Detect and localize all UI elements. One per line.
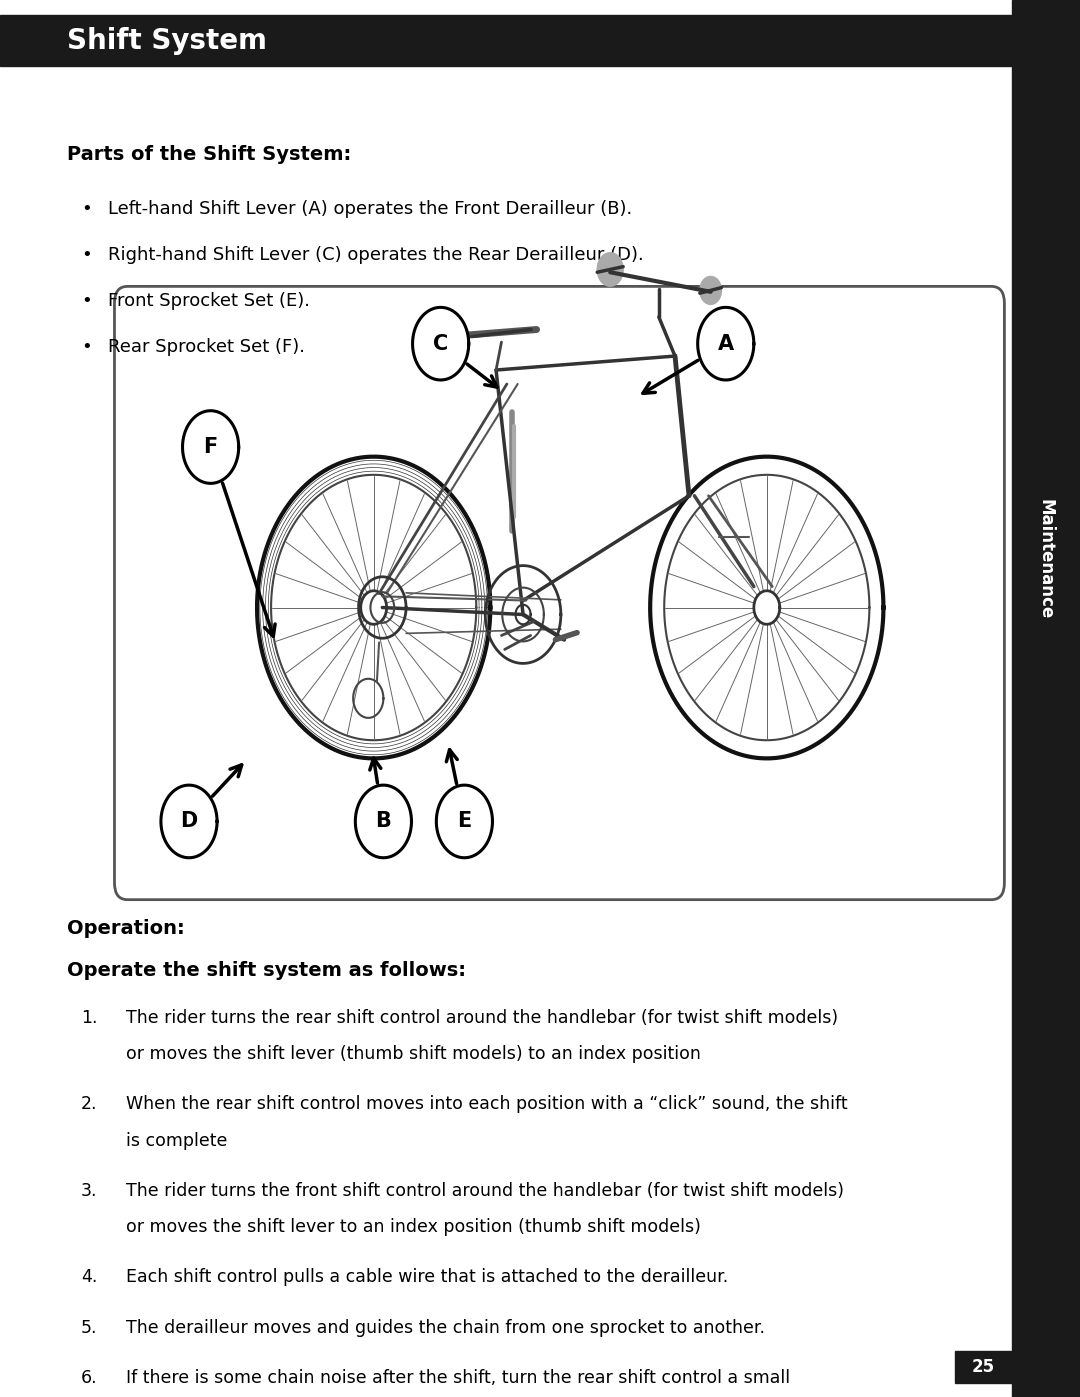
Text: •: • xyxy=(81,200,92,218)
Text: •: • xyxy=(81,338,92,356)
Text: Each shift control pulls a cable wire that is attached to the derailleur.: Each shift control pulls a cable wire th… xyxy=(126,1268,729,1287)
Text: is complete: is complete xyxy=(126,1132,228,1150)
Text: Left-hand Shift Lever (A) operates the Front Derailleur (B).: Left-hand Shift Lever (A) operates the F… xyxy=(108,200,632,218)
Text: 1.: 1. xyxy=(81,1009,97,1027)
Circle shape xyxy=(413,307,469,380)
Text: 3.: 3. xyxy=(81,1182,97,1200)
Text: The rider turns the rear shift control around the handlebar (for twist shift mod: The rider turns the rear shift control a… xyxy=(126,1009,838,1027)
Text: D: D xyxy=(180,812,198,831)
Circle shape xyxy=(698,307,754,380)
Text: or moves the shift lever (thumb shift models) to an index position: or moves the shift lever (thumb shift mo… xyxy=(126,1045,701,1063)
Text: •: • xyxy=(81,292,92,310)
Text: If there is some chain noise after the shift, turn the rear shift control a smal: If there is some chain noise after the s… xyxy=(126,1369,791,1387)
Text: 5.: 5. xyxy=(81,1319,97,1337)
Text: Maintenance: Maintenance xyxy=(1037,499,1055,619)
Text: 25: 25 xyxy=(972,1358,995,1376)
Text: Parts of the Shift System:: Parts of the Shift System: xyxy=(67,145,351,165)
Bar xyxy=(0,15,1012,67)
Circle shape xyxy=(436,785,492,858)
Text: •: • xyxy=(81,246,92,264)
Text: 2.: 2. xyxy=(81,1095,97,1113)
Text: C: C xyxy=(433,334,448,353)
Bar xyxy=(1012,0,1080,1397)
Circle shape xyxy=(355,785,411,858)
Polygon shape xyxy=(597,253,623,286)
Text: Right-hand Shift Lever (C) operates the Rear Derailleur (D).: Right-hand Shift Lever (C) operates the … xyxy=(108,246,644,264)
Text: Operation:: Operation: xyxy=(67,919,185,939)
Text: Operate the shift system as follows:: Operate the shift system as follows: xyxy=(67,961,465,981)
Text: Front Sprocket Set (E).: Front Sprocket Set (E). xyxy=(108,292,310,310)
Text: B: B xyxy=(376,812,391,831)
Polygon shape xyxy=(700,277,721,305)
Text: F: F xyxy=(203,437,218,457)
Text: 6.: 6. xyxy=(81,1369,97,1387)
Text: When the rear shift control moves into each position with a “click” sound, the s: When the rear shift control moves into e… xyxy=(126,1095,848,1113)
Text: Rear Sprocket Set (F).: Rear Sprocket Set (F). xyxy=(108,338,305,356)
Text: The derailleur moves and guides the chain from one sprocket to another.: The derailleur moves and guides the chai… xyxy=(126,1319,766,1337)
Text: A: A xyxy=(718,334,733,353)
Circle shape xyxy=(183,411,239,483)
Text: or moves the shift lever to an index position (thumb shift models): or moves the shift lever to an index pos… xyxy=(126,1218,701,1236)
FancyBboxPatch shape xyxy=(114,286,1004,900)
Bar xyxy=(955,1351,1012,1383)
Text: E: E xyxy=(457,812,472,831)
Text: 4.: 4. xyxy=(81,1268,97,1287)
Text: Shift System: Shift System xyxy=(67,27,267,54)
Circle shape xyxy=(161,785,217,858)
Text: The rider turns the front shift control around the handlebar (for twist shift mo: The rider turns the front shift control … xyxy=(126,1182,845,1200)
